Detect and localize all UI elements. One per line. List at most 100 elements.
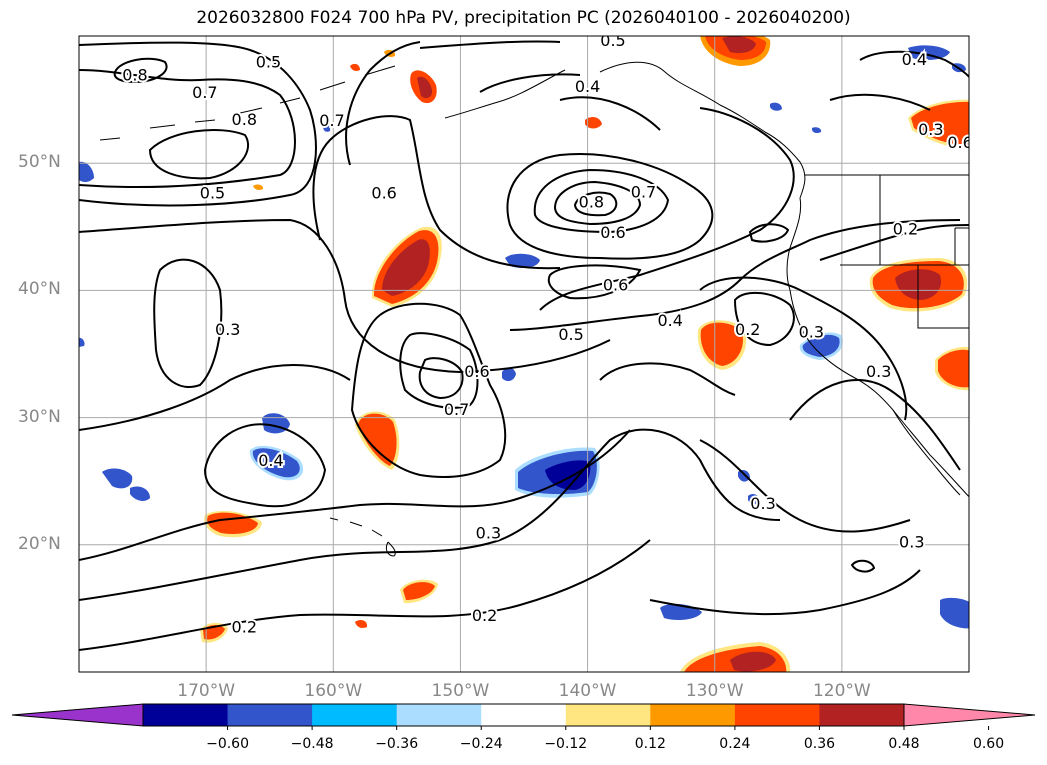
precip-blob <box>748 494 760 505</box>
contour-label: 0.3 <box>866 362 891 381</box>
alaska-coast <box>599 61 806 199</box>
colorbar-tick-label: −0.24 <box>459 736 503 752</box>
precip-blob <box>545 460 591 490</box>
pv-contour <box>79 69 296 188</box>
colorbar-segment <box>565 704 651 726</box>
colorbar-tick-label: 0.60 <box>972 736 1005 752</box>
precip-blob <box>502 367 516 382</box>
precip-positive-areas <box>200 36 969 672</box>
colorbar-segment <box>819 704 905 726</box>
contour-label: 0.2 <box>893 219 918 238</box>
pv-contour <box>79 41 317 207</box>
aleutian-islands <box>99 65 396 141</box>
contour-label: 0.5 <box>200 184 225 203</box>
pv-contour <box>733 291 795 347</box>
contour-label: 0.6 <box>464 362 489 381</box>
latitude-label: 30°N <box>18 406 61 427</box>
colorbar-tick-label: −0.48 <box>290 736 334 752</box>
contour-label: 0.7 <box>319 111 344 130</box>
pv-contour <box>479 73 581 93</box>
pv-contours <box>79 40 969 651</box>
precip-blob <box>323 124 331 132</box>
colorbar-extend-low <box>11 703 144 727</box>
colorbar-segment <box>396 704 482 726</box>
precip-blob <box>262 413 290 434</box>
precip-blob <box>802 334 840 357</box>
contour-label: 0.3 <box>799 322 824 341</box>
longitude-label: 140°W <box>558 681 617 701</box>
precip-blob <box>252 448 300 478</box>
us-west-coast <box>789 289 969 498</box>
precip-blob <box>700 322 743 366</box>
state-borders <box>840 175 969 329</box>
precip-blob <box>79 161 94 182</box>
contour-label: 0.4 <box>258 451 283 470</box>
pv-contour <box>79 429 631 561</box>
precip-blob <box>355 619 368 628</box>
contour-label: 0.3 <box>750 494 775 513</box>
contour-labels: 0.80.50.70.8 0.70.5 0.60.50.40.40.80.70.60… <box>120 31 972 638</box>
precip-blob <box>382 239 430 296</box>
contour-label: 0.4 <box>657 311 682 330</box>
pv-contour <box>819 224 969 261</box>
pv-contour <box>153 258 223 388</box>
precip-blob <box>730 651 776 672</box>
precip-blob <box>911 101 969 145</box>
contour-label: 0.6 <box>371 184 396 203</box>
colorbar-tick-label: 0.12 <box>634 736 666 752</box>
contour-label: 0.4 <box>902 50 927 69</box>
precip-blob <box>585 116 602 129</box>
pv-contour <box>418 357 464 400</box>
contour-label: 0.8 <box>232 110 257 129</box>
pv-contour <box>829 93 931 111</box>
colorbar-segment <box>312 704 398 726</box>
precip-blob <box>738 470 750 482</box>
contour-label: 0.5 <box>600 31 625 50</box>
pv-contour <box>649 569 921 616</box>
contour-label: 0.3 <box>918 120 943 139</box>
colorbar <box>11 703 1036 730</box>
alaska-peninsula <box>444 69 566 119</box>
pv-contour <box>748 223 790 243</box>
pv-contour <box>506 153 714 260</box>
precip-blob <box>505 253 540 268</box>
colorbar-tick-label: 0.36 <box>803 736 836 752</box>
contour-label: 0.7 <box>444 400 469 419</box>
contour-label: 0.2 <box>472 606 497 625</box>
colorbar-frame <box>142 703 905 727</box>
colorbar-segment <box>481 704 567 726</box>
pv-contour <box>312 115 561 270</box>
latitude-label: 50°N <box>18 152 61 173</box>
contour-label: 0.3 <box>215 320 240 339</box>
map-frame <box>78 35 970 673</box>
contour-label: 0.3 <box>476 523 501 542</box>
pv-contour <box>79 364 351 431</box>
precip-blob <box>102 468 133 489</box>
longitude-label: 120°W <box>812 681 871 701</box>
precip-blob <box>770 102 782 111</box>
pv-contour <box>573 191 618 217</box>
pv-contour <box>113 57 168 84</box>
contour-label: 0.2 <box>735 320 760 339</box>
contour-label: 0.6 <box>603 275 628 294</box>
latitude-label: 40°N <box>18 279 61 300</box>
graticule <box>79 36 969 672</box>
colorbar-segment <box>734 704 820 726</box>
contour-label: 0.8 <box>122 65 147 84</box>
pv-contour <box>559 96 661 131</box>
precip-blob <box>253 184 264 190</box>
pv-contour <box>350 302 507 478</box>
colorbar-tick-label: 0.24 <box>719 736 751 752</box>
pv-contour <box>789 379 961 471</box>
pv-contour <box>699 439 911 533</box>
pv-contour <box>148 129 250 180</box>
contour-label: 0.3 <box>899 532 924 551</box>
contour-label: 0.6 <box>947 133 972 152</box>
colorbar-tick-label: 0.48 <box>888 736 920 752</box>
baja-coast <box>892 409 961 496</box>
pv-contour <box>533 168 670 234</box>
colorbar-tick-label: −0.60 <box>206 736 249 752</box>
colorbar-segment <box>143 704 229 726</box>
pv-contour <box>79 539 651 651</box>
